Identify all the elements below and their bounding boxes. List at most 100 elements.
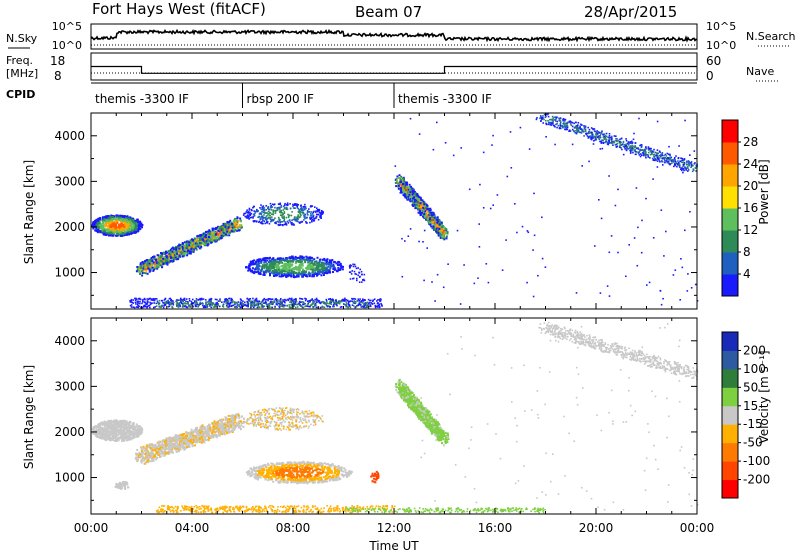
echo-cell — [588, 136, 590, 138]
echo-cell — [632, 151, 634, 154]
echo-cell — [400, 184, 403, 187]
echo-cell — [210, 299, 212, 301]
echo-cell — [574, 127, 576, 129]
echo-cell — [270, 271, 273, 274]
echo-cell — [269, 217, 272, 219]
echo-cell — [688, 161, 690, 163]
echo-cell — [326, 271, 329, 274]
echo-cell — [269, 298, 272, 300]
echo-cell — [158, 260, 161, 263]
echo-cell — [607, 139, 610, 142]
echo-cell — [258, 213, 261, 215]
echo-cell — [298, 209, 300, 211]
echo-cell — [298, 265, 301, 268]
echo-cell — [682, 159, 684, 161]
echo-cell — [644, 153, 646, 156]
echo-cell — [412, 202, 415, 205]
echo-cell — [221, 234, 224, 237]
echo-cell — [123, 225, 126, 228]
echo-cell — [679, 160, 681, 163]
echo-cell — [293, 218, 296, 221]
echo-cell — [351, 300, 354, 303]
echo-cell — [547, 115, 550, 118]
echo-cell — [185, 244, 188, 247]
echo-cell — [96, 222, 99, 225]
echo-cell — [400, 191, 403, 194]
echo-cell — [135, 227, 138, 230]
echo-cell — [292, 271, 294, 274]
echo-cell — [637, 148, 640, 150]
echo-cell — [305, 273, 308, 276]
echo-cell — [146, 272, 149, 275]
echo-cell — [323, 262, 326, 265]
echo-cell — [325, 300, 328, 302]
echo-cell — [136, 298, 138, 301]
echo-cell — [104, 224, 107, 227]
echo-cell — [275, 222, 277, 225]
echo-cell — [97, 218, 100, 220]
echo-cell — [594, 130, 596, 133]
echo-cell — [219, 237, 222, 240]
echo-cell — [203, 244, 206, 247]
echo-cell — [667, 160, 670, 163]
echo-cell — [102, 222, 105, 225]
echo-cell — [205, 239, 208, 242]
echo-cell — [253, 259, 256, 262]
echo-cell — [645, 156, 647, 159]
echo-cell — [303, 205, 306, 208]
echo-cell — [189, 252, 192, 255]
echo-cell — [299, 260, 302, 263]
echo-cell — [166, 261, 169, 264]
echo-cell — [210, 230, 213, 233]
echo-cell — [216, 236, 219, 239]
echo-cell — [256, 306, 259, 309]
echo-cell — [120, 223, 123, 226]
echo-cell — [226, 230, 229, 233]
echo-cell — [403, 193, 406, 196]
echo-cell — [298, 300, 301, 303]
echo-cell — [677, 162, 680, 164]
echo-cell — [150, 265, 153, 268]
echo-cell — [256, 265, 258, 268]
echo-cell — [161, 252, 163, 255]
echo-cell — [554, 119, 556, 121]
freq-trace — [91, 65, 697, 74]
echo-cell — [358, 299, 360, 302]
echo-cell — [197, 234, 200, 237]
echo-cell — [632, 147, 635, 150]
echo-cell — [278, 259, 281, 262]
echo-cell — [267, 210, 270, 213]
echo-cell — [292, 276, 295, 279]
echo-cell — [426, 219, 429, 221]
echo-cell — [287, 213, 289, 216]
echo-cell — [566, 126, 569, 129]
echo-cell — [119, 229, 122, 232]
echo-cell — [276, 261, 279, 264]
echo-cell — [654, 158, 657, 160]
echo-cell — [283, 304, 286, 307]
echo-cell — [114, 217, 117, 220]
echo-cell — [348, 301, 350, 303]
echo-cell — [183, 305, 186, 308]
echo-cell — [415, 200, 417, 203]
echo-cell — [322, 266, 325, 269]
echo-cell — [310, 256, 312, 259]
echo-cell — [261, 305, 264, 307]
echo-cell — [604, 136, 607, 139]
echo-cell — [143, 301, 146, 303]
echo-cell — [317, 209, 320, 211]
echo-cell — [661, 153, 663, 155]
echo-cell — [216, 233, 219, 236]
echo-cell — [315, 306, 318, 309]
echo-cell — [576, 131, 578, 134]
echo-cell — [318, 262, 321, 265]
echo-cell — [218, 305, 221, 308]
echo-cell — [247, 211, 249, 214]
echo-cell — [109, 233, 112, 236]
echo-cell — [618, 141, 621, 143]
echo-cell — [134, 306, 136, 309]
echo-cell — [269, 202, 272, 205]
echo-cell — [310, 211, 312, 213]
echo-cell — [197, 237, 200, 239]
echo-cell — [319, 216, 321, 218]
